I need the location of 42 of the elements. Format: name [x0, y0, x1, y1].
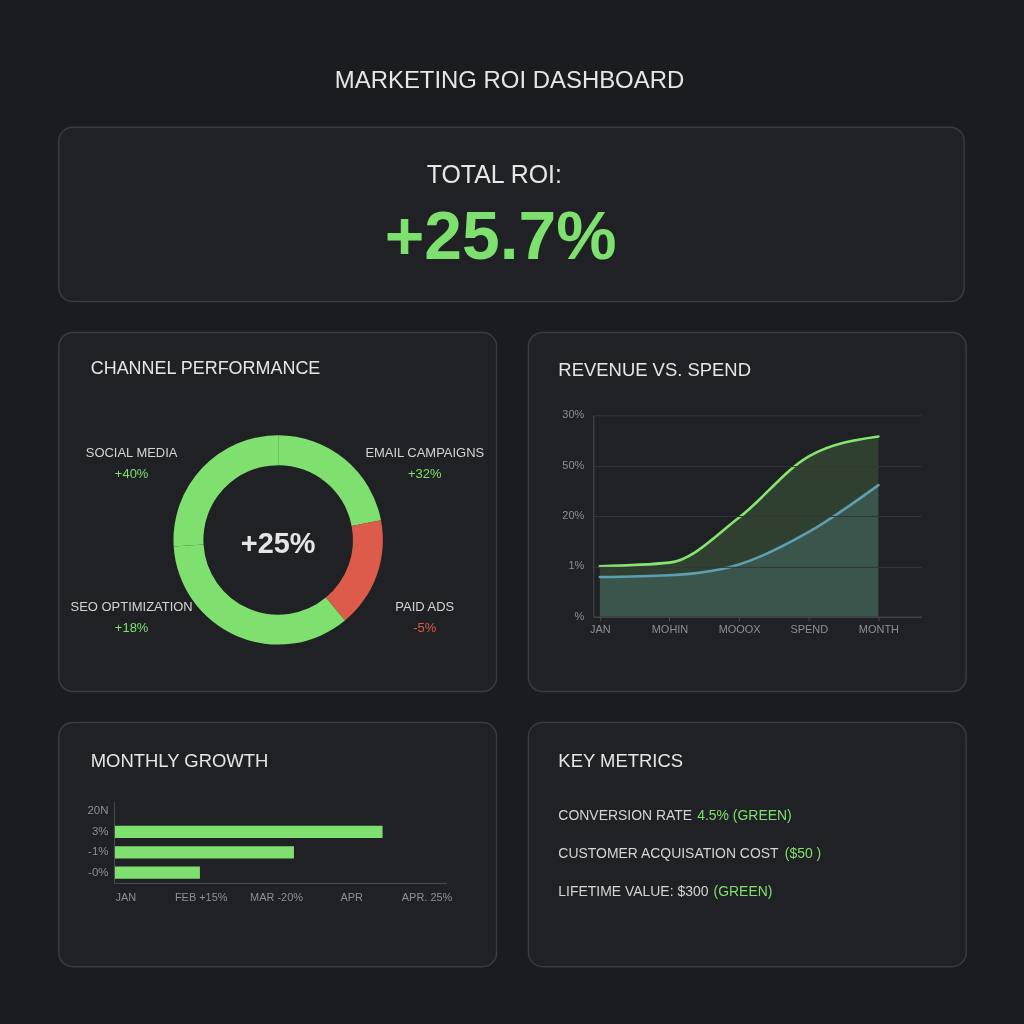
text: KEY METRICS — [558, 750, 684, 772]
y-tick-label: 3% — [91, 824, 109, 837]
slice-label: SOCIAL MEDIA — [85, 445, 178, 461]
slice-label: EMAIL CAMPAIGNS — [365, 445, 485, 461]
slice-label: PAID ADS — [395, 598, 455, 614]
text: ($50 ) — [784, 844, 822, 861]
text: +25% — [240, 526, 316, 559]
text: (GREEN) — [713, 883, 773, 900]
text: JAN — [115, 890, 137, 903]
text: MAR -20% — [250, 890, 304, 903]
x-tick-label: MOHIN — [651, 623, 689, 636]
x-tick-label: MOOOX — [718, 623, 762, 636]
y-tick-label: -0% — [88, 865, 109, 878]
y-tick-label: -1% — [88, 845, 109, 858]
text: 1% — [568, 559, 585, 572]
text: +40% — [114, 466, 149, 482]
text: 4.5% (GREEN) — [697, 806, 792, 823]
text: APR — [340, 890, 364, 903]
text: -5% — [413, 619, 437, 635]
donut-slice — [325, 520, 383, 621]
chart-title: CHANNEL PERFORMANCE — [90, 358, 321, 379]
chart-title: REVENUE VS. SPEND — [558, 359, 751, 381]
text: +32% — [408, 466, 442, 482]
slice-label: SEO OPTIMIZATION — [70, 598, 193, 614]
chart-title: MONTHLY GROWTH — [90, 750, 269, 772]
text: +18% — [114, 619, 149, 635]
text: 30% — [562, 408, 585, 421]
category-label: LIFETIME VALUE: $300 — [558, 883, 709, 900]
text: 20% — [562, 508, 585, 521]
x-tick-label: SPEND — [790, 623, 829, 636]
x-tick-label: MONTH — [858, 623, 900, 636]
category-label: CONVERSION RATE — [558, 806, 693, 823]
text: +25.7% — [384, 197, 617, 273]
text: APR. 25% — [401, 890, 453, 903]
text: 50% — [562, 458, 585, 471]
category-label: CUSTOMER ACQUISATION COST — [558, 844, 780, 861]
y-tick-label: 20N — [87, 804, 109, 817]
text: FEB +15% — [174, 890, 228, 903]
text: TOTAL ROI: — [426, 160, 562, 189]
text: MARKETING ROI DASHBOARD — [334, 66, 685, 94]
text: % — [574, 609, 585, 622]
x-tick-label: JAN — [589, 623, 611, 636]
